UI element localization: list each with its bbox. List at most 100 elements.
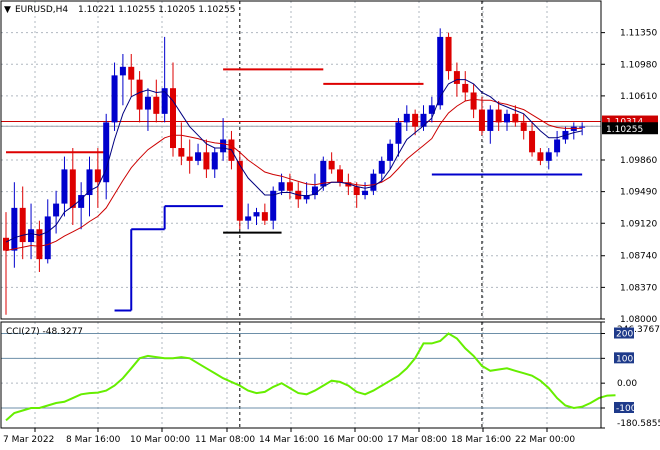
- time-axis: 7 Mar 2022 8 Mar 16:00 10 Mar 00:00 11 Mar …: [3, 428, 575, 445]
- candle-body: [428, 105, 435, 114]
- candle-body: [253, 212, 260, 217]
- candle-body: [144, 96, 151, 110]
- price-tick-label: 1.10980: [620, 60, 657, 70]
- candle-body: [111, 75, 118, 123]
- candle-body: [545, 152, 552, 161]
- candle-body: [69, 169, 76, 208]
- candle-body: [28, 229, 35, 243]
- candle-body: [53, 203, 60, 217]
- candle-body: [328, 160, 335, 170]
- cci-tick-label: -180.5855: [617, 419, 660, 429]
- candle-body: [487, 109, 494, 131]
- candle-body: [412, 113, 419, 127]
- price-panel[interactable]: [0, 0, 602, 320]
- cci-level-tag: [614, 327, 634, 339]
- candle-body: [387, 143, 394, 161]
- price-tick-label: 1.08370: [620, 283, 657, 293]
- chart-header: ▼ EURUSD,H4 1.10221 1.10255 1.10205 1.10…: [4, 5, 235, 15]
- candle-body: [178, 148, 185, 157]
- candle-body: [311, 186, 318, 196]
- candle-body: [445, 36, 452, 72]
- candle-body: [512, 113, 519, 123]
- candle-body: [261, 212, 268, 221]
- current-price-label: 1.10255: [606, 125, 643, 135]
- candle-body: [420, 113, 427, 127]
- candle-body: [353, 186, 360, 196]
- candle-body: [462, 83, 469, 93]
- candle-body: [453, 71, 460, 84]
- moving-averages: [5, 79, 583, 252]
- candle-body: [94, 169, 101, 183]
- price-tick-label: 1.08000: [620, 315, 657, 325]
- current-price-tag: 1.10255: [602, 122, 658, 135]
- cci-label: CCI(27) -48.3277: [6, 327, 83, 337]
- candle-body: [370, 173, 377, 191]
- time-tick-label: 8 Mar 16:00: [66, 435, 121, 445]
- candle-body: [170, 88, 176, 149]
- candle-body: [245, 216, 252, 221]
- candle-body: [478, 109, 485, 131]
- time-tick-label: 18 Mar 16:00: [451, 435, 511, 445]
- candle-body: [270, 190, 277, 221]
- time-tick-label: 10 Mar 00:00: [130, 435, 190, 445]
- price-axis: 1.11350 1.10980 1.10610 1.09860 1.09490 1.091…: [601, 29, 657, 325]
- ma-slow-line: [5, 98, 583, 252]
- candle-body: [86, 169, 93, 196]
- candle-body: [78, 195, 85, 208]
- candle-body: [378, 160, 385, 174]
- candle-body: [529, 130, 536, 153]
- candle-body: [128, 66, 135, 80]
- candle-body: [11, 207, 18, 251]
- candle-body: [161, 88, 168, 114]
- candle-body: [203, 152, 210, 170]
- time-tick-label: 14 Mar 16:00: [259, 435, 319, 445]
- candle-body: [286, 182, 293, 191]
- cci-tick-label: 200: [616, 330, 633, 340]
- cci-level-tag: [614, 352, 634, 364]
- candle-body: [195, 152, 202, 161]
- candle-body: [403, 113, 410, 123]
- price-tick-label: 1.09860: [620, 156, 657, 166]
- candle-body: [337, 169, 343, 183]
- cci-panel[interactable]: CCI(27) -48.3277: [0, 321, 616, 429]
- candle-body: [362, 190, 369, 196]
- cci-level-tag: [614, 401, 634, 413]
- candle-body: [537, 152, 544, 161]
- ma-fast-line: [5, 79, 583, 243]
- price-tick-label: 1.10610: [620, 92, 657, 102]
- time-tick-label: 22 Mar 00:00: [515, 435, 575, 445]
- candle-body: [504, 113, 510, 123]
- cci-grid: [1, 322, 601, 428]
- candle-body: [470, 92, 477, 110]
- candle-body: [278, 182, 285, 191]
- price-tick-label: 1.08740: [620, 252, 657, 262]
- cci-tick-label: 246.3767: [617, 325, 660, 335]
- price-tick-label: 1.09120: [620, 219, 657, 229]
- candle-body: [36, 229, 43, 260]
- candle-body: [320, 160, 327, 187]
- candle-body: [19, 207, 26, 243]
- candle-body: [554, 139, 561, 153]
- cci-tick-label: 100: [616, 354, 633, 364]
- candle-body: [579, 126, 586, 128]
- price-grid: [1, 1, 601, 320]
- time-tick-label: 7 Mar 2022: [3, 435, 54, 445]
- candle-body: [3, 237, 9, 251]
- time-tick-label: 17 Mar 08:00: [387, 435, 447, 445]
- candle-body: [44, 216, 51, 260]
- cci-series: [5, 332, 616, 422]
- chart-title: EURUSD,H4: [15, 5, 68, 15]
- cci-tick-label: 0.00: [617, 379, 637, 389]
- price-tick-label: 1.11350: [620, 29, 657, 39]
- candle-body: [303, 195, 310, 200]
- time-tick-label: 16 Mar 00:00: [323, 435, 383, 445]
- ohlc-readout: 1.10221 1.10255 1.10205 1.10255: [78, 5, 235, 15]
- cci-tick-label: -100: [616, 404, 637, 414]
- candle-body: [153, 96, 160, 114]
- candle-body: [136, 79, 143, 110]
- candle-body: [103, 122, 110, 183]
- candle-body: [119, 66, 126, 76]
